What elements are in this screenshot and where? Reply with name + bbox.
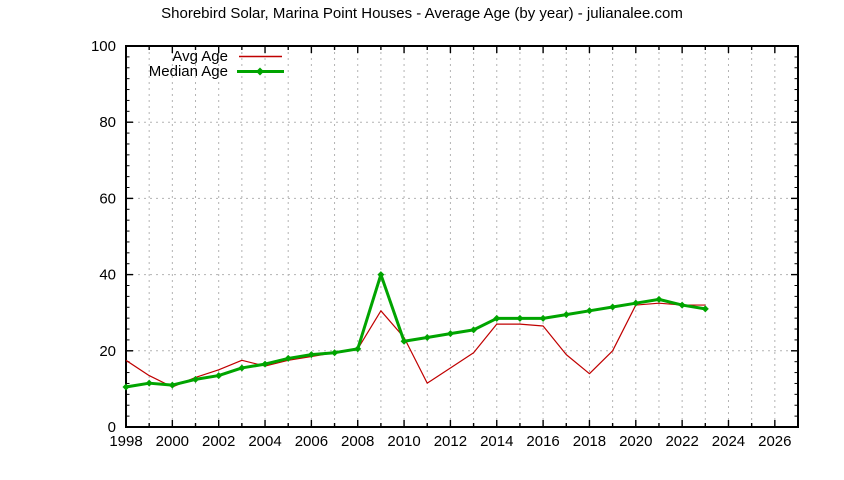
x-tick-label: 2018 xyxy=(573,433,606,450)
x-tick-label: 2012 xyxy=(434,433,467,450)
data-point-marker xyxy=(261,360,269,368)
data-point-marker xyxy=(238,364,246,372)
legend-label-avg-age: Avg Age xyxy=(172,48,228,65)
data-point-marker xyxy=(331,349,339,357)
data-point-marker xyxy=(400,337,408,345)
data-point-marker xyxy=(377,271,385,279)
data-point-marker xyxy=(284,354,292,362)
y-tick-label: 20 xyxy=(99,343,116,360)
data-point-marker xyxy=(470,326,478,334)
series-median-age xyxy=(122,271,709,391)
data-point-marker xyxy=(632,299,640,307)
data-point-marker xyxy=(215,372,223,380)
y-tick-label: 100 xyxy=(91,38,116,55)
data-point-marker xyxy=(609,303,617,311)
y-tick-label: 60 xyxy=(99,190,116,207)
data-point-marker xyxy=(168,381,176,389)
x-tick-label: 2016 xyxy=(526,433,559,450)
y-tick-label: 40 xyxy=(99,267,116,284)
x-tick-label: 2010 xyxy=(387,433,420,450)
y-tick-label: 0 xyxy=(108,419,116,436)
data-point-marker xyxy=(423,333,431,341)
x-tick-label: 2026 xyxy=(758,433,791,450)
series-avg-age xyxy=(125,302,706,388)
legend-line-sample-avg-age xyxy=(239,55,282,58)
data-point-marker xyxy=(655,295,663,303)
data-point-marker xyxy=(585,307,593,315)
series-line xyxy=(125,273,706,389)
legend-item-median-age: Median Age xyxy=(58,63,285,80)
chart-title: Shorebird Solar, Marina Point Houses - A… xyxy=(161,5,683,22)
data-point-marker xyxy=(122,383,130,391)
data-point-marker xyxy=(562,311,570,319)
data-point-marker xyxy=(678,301,686,309)
plot-border xyxy=(125,45,799,428)
x-tick-label: 2000 xyxy=(156,433,189,450)
x-tick-label: 2022 xyxy=(665,433,698,450)
legend-line-sample-median-age xyxy=(237,67,284,76)
legend-label-median-age: Median Age xyxy=(148,63,228,80)
tick-labels: 1998 2000 2002 2004 2006 2008 2010 2012 2014 2016… xyxy=(91,38,792,450)
data-point-marker xyxy=(307,351,315,359)
legend-item-avg-age: Avg Age xyxy=(58,48,285,65)
data-point-marker xyxy=(145,379,153,387)
x-tick-label: 2024 xyxy=(712,433,745,450)
x-tick-label: 2008 xyxy=(341,433,374,450)
data-point-marker xyxy=(701,305,709,313)
gridlines xyxy=(126,46,798,427)
x-tick-label: 2020 xyxy=(619,433,652,450)
x-tick-label: 2002 xyxy=(202,433,235,450)
x-tick-label: 2004 xyxy=(248,433,281,450)
legend: Avg Age Median Age xyxy=(58,48,285,80)
y-tick-label: 80 xyxy=(99,114,116,131)
x-tick-label: 2014 xyxy=(480,433,513,450)
data-point-marker xyxy=(493,314,501,322)
data-point-marker xyxy=(446,330,454,338)
data-point-marker xyxy=(192,375,200,383)
data-point-marker xyxy=(516,314,524,322)
axis-ticks xyxy=(125,45,799,428)
x-tick-label: 1998 xyxy=(109,433,142,450)
data-point-marker xyxy=(539,314,547,322)
series-line xyxy=(125,302,706,388)
x-tick-label: 2006 xyxy=(295,433,328,450)
data-point-marker xyxy=(354,345,362,353)
